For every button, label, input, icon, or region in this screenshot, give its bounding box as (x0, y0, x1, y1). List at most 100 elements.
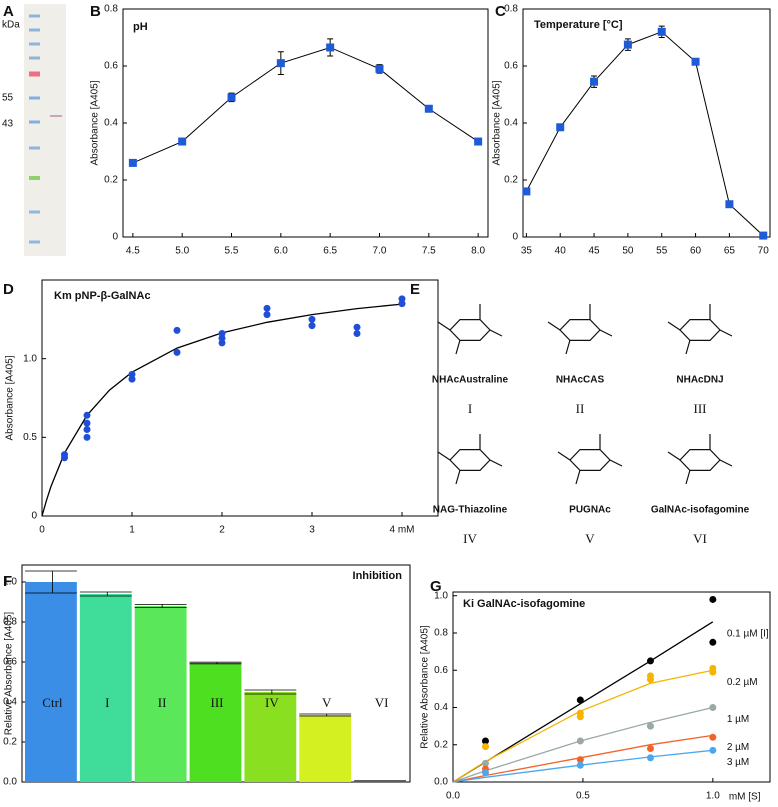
data-point (646, 744, 654, 752)
category-label: IV (265, 695, 279, 710)
legend-label: 3 µM (727, 757, 749, 768)
x-tick-label: 2 (219, 525, 225, 536)
chart-title: Km pNP-β-GalNAc (54, 290, 151, 302)
category-label: V (322, 695, 332, 710)
gel-panel: A kDa 55 43 (2, 3, 66, 256)
structure-numeral: VI (693, 531, 707, 546)
panel-letter: D (3, 281, 14, 298)
data-point (481, 769, 489, 777)
data-point (576, 709, 584, 717)
legend-label: 0.2 µM (727, 677, 758, 688)
bar (25, 582, 77, 782)
gel-ladder (29, 14, 62, 244)
chart-title: pH (133, 21, 148, 33)
plot-frame (122, 8, 489, 238)
panel-letter: G (430, 578, 442, 595)
y-tick-label: 0.2 (504, 175, 518, 186)
legend-label: 1 µM (727, 714, 749, 725)
x-tick-label: 7.0 (373, 246, 387, 257)
structure-bonds (667, 304, 733, 355)
gel-unit: kDa (2, 20, 20, 31)
x-tick-label: 5.0 (175, 246, 189, 257)
error-bar (25, 570, 77, 594)
x-tick-label: 65 (724, 246, 736, 257)
x-tick-label: 40 (555, 246, 567, 257)
category-label: I (105, 695, 109, 710)
data-point (709, 703, 717, 711)
y-tick-label: 0.0 (3, 777, 17, 788)
data-point (522, 187, 531, 196)
x-tick-label: 5.5 (225, 246, 239, 257)
structure-bonds (547, 304, 613, 355)
structure-ring (679, 319, 721, 341)
data-point (227, 93, 236, 102)
structure-ring (449, 449, 491, 471)
error-bar (244, 689, 297, 695)
chart: BpH Absorbance [A405] 0 0.2 0.4 0.6 0.8 4.5 5.0 5… (90, 3, 489, 257)
y-tick-label: 0.5 (23, 432, 37, 443)
data-point (590, 77, 599, 86)
bar (79, 594, 132, 782)
data-point (128, 370, 136, 378)
data-point (276, 59, 285, 68)
y-tick-label: 0.4 (104, 118, 118, 129)
y-tick-label: 0.8 (3, 617, 17, 628)
x-tick-label: 1 (129, 525, 135, 536)
data-point (646, 672, 654, 680)
y-tick-label: 0 (31, 511, 37, 522)
data-point (61, 451, 68, 459)
structure-name: PUGNAc (569, 505, 611, 516)
x-tick-label: 60 (690, 246, 702, 257)
y-tick-label: 0.8 (434, 628, 448, 639)
structure-numeral: V (585, 531, 595, 546)
data-point (759, 231, 768, 240)
panel-letter: B (90, 3, 101, 20)
error-bar (134, 604, 187, 608)
x-tick-label: 0 (39, 525, 45, 536)
gel (24, 4, 66, 256)
panel-letter: A (3, 3, 14, 20)
x-axis-label: mM [S] (729, 792, 761, 803)
y-tick-label: 0.2 (434, 739, 448, 750)
data-point (709, 595, 717, 603)
structure-numeral: IV (463, 531, 477, 546)
x-tick-label: 6.0 (274, 246, 288, 257)
y-axis-label: Relative Absorbance [A405] (420, 625, 431, 749)
data-point (178, 137, 187, 146)
data-point (481, 743, 489, 751)
y-tick-label: 0.4 (434, 702, 448, 713)
structure-numeral: I (468, 401, 472, 416)
structures-panel: E NHAcAustraline I NHAcCAS II NHAcDNJ III NAG-… (410, 281, 750, 546)
x-tick-label: 0.5 (576, 791, 590, 802)
chart: G Ki GalNAc-isofagomine Relative Absorbanc… (420, 578, 771, 803)
structure-ring (569, 449, 611, 471)
data-line (132, 46, 479, 164)
y-tick-label: 0.8 (504, 4, 518, 15)
panel-letter: F (3, 573, 12, 590)
data-point (424, 104, 433, 113)
structure-numeral: II (576, 401, 585, 416)
data-point (576, 756, 584, 764)
structure-name: NHAcDNJ (676, 375, 723, 386)
data-point (725, 200, 734, 209)
x-tick-label: 1.0 (706, 791, 720, 802)
data-point (398, 295, 406, 303)
category-label: VI (375, 695, 389, 710)
structure-name: NAG-Thiazoline (433, 505, 508, 516)
data-point (576, 737, 584, 745)
y-tick-label: 0.2 (104, 175, 118, 186)
data-point (576, 696, 584, 704)
data-point (83, 433, 91, 441)
structure-name: NHAcCAS (556, 375, 605, 386)
x-tick-label: 3 (309, 525, 315, 536)
y-axis-label: Absorbance [A405] (492, 80, 503, 165)
x-tick-label: 55 (656, 246, 668, 257)
category-label: III (211, 695, 224, 710)
legend-label: 0.1 µM [I] (727, 628, 769, 639)
x-tick-label: 8.0 (471, 246, 485, 257)
y-axis-label: Absorbance [A405] (5, 355, 16, 440)
error-bar (189, 661, 242, 665)
data-point (709, 733, 717, 741)
structure-name: GalNAc-isofagomine (651, 505, 750, 516)
